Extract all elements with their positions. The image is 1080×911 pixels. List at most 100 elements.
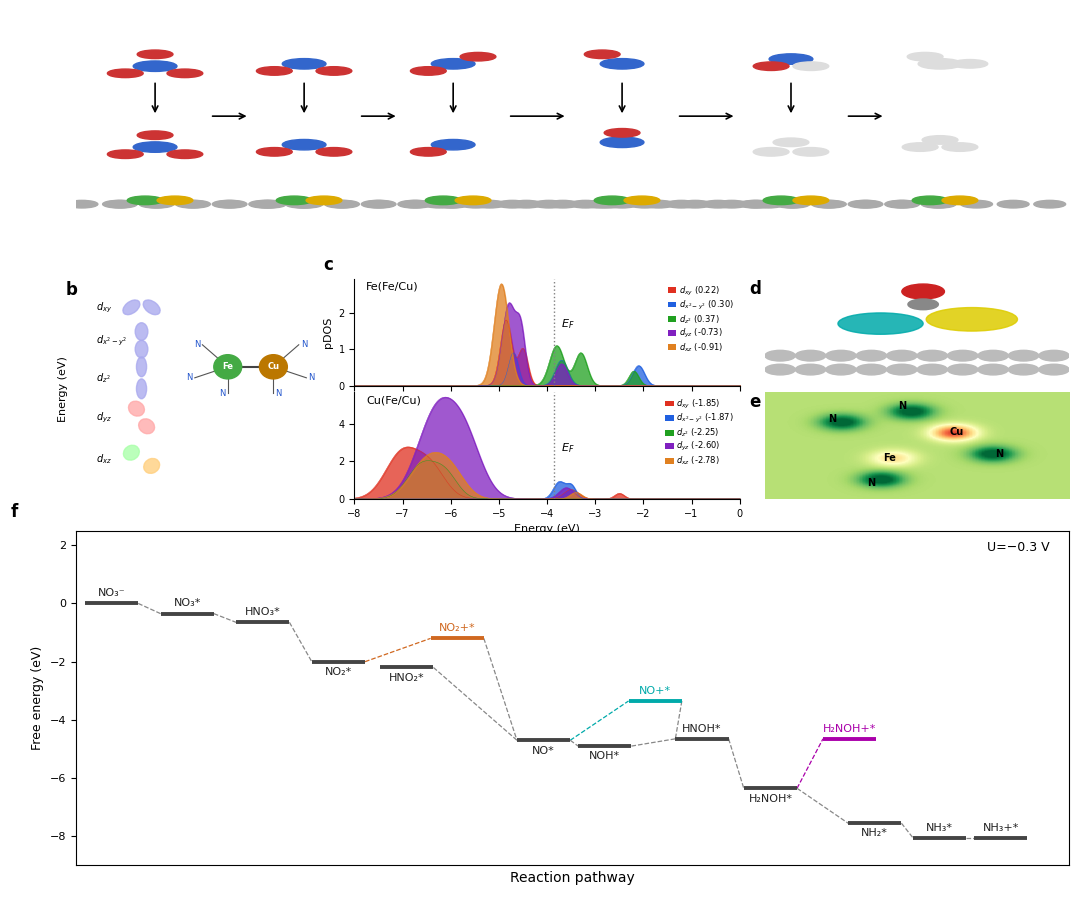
Circle shape: [814, 200, 847, 208]
Circle shape: [584, 50, 620, 58]
Circle shape: [913, 196, 948, 205]
Text: N: N: [897, 401, 906, 411]
Circle shape: [665, 200, 698, 208]
Text: NO₃⁻: NO₃⁻: [98, 589, 125, 599]
Text: NO₂*: NO₂*: [325, 667, 352, 677]
Circle shape: [921, 200, 954, 208]
Text: Fe: Fe: [883, 454, 896, 464]
Circle shape: [851, 200, 882, 208]
Ellipse shape: [123, 445, 139, 460]
Circle shape: [276, 196, 312, 205]
Circle shape: [887, 351, 917, 361]
Text: $d_{xz}$: $d_{xz}$: [96, 453, 112, 466]
Circle shape: [255, 200, 286, 208]
Circle shape: [908, 299, 939, 310]
Circle shape: [624, 196, 660, 205]
Text: N: N: [995, 449, 1003, 459]
Text: $d_{yz}$: $d_{yz}$: [96, 410, 112, 425]
Ellipse shape: [927, 308, 1017, 331]
Circle shape: [765, 364, 795, 375]
Text: Energy (eV): Energy (eV): [58, 356, 68, 422]
Circle shape: [157, 196, 193, 205]
Text: HNO₂*: HNO₂*: [389, 672, 424, 682]
Ellipse shape: [144, 458, 160, 474]
Y-axis label: Free energy (eV): Free energy (eV): [31, 646, 44, 750]
Circle shape: [826, 364, 856, 375]
Circle shape: [765, 351, 795, 361]
Circle shape: [252, 200, 283, 208]
Circle shape: [437, 200, 469, 208]
X-axis label: Energy (eV): Energy (eV): [514, 524, 580, 534]
Ellipse shape: [136, 379, 147, 399]
Text: $E_F$: $E_F$: [562, 317, 575, 331]
Circle shape: [434, 200, 467, 208]
Circle shape: [167, 69, 203, 77]
Text: Fe: Fe: [222, 363, 233, 372]
Circle shape: [793, 196, 828, 205]
Circle shape: [793, 148, 828, 156]
Text: NH₃+*: NH₃+*: [983, 823, 1020, 833]
Circle shape: [922, 136, 958, 144]
Circle shape: [569, 200, 602, 208]
Circle shape: [460, 200, 491, 208]
Circle shape: [460, 53, 496, 61]
Text: $d_{x^2-y^2}$: $d_{x^2-y^2}$: [96, 333, 127, 348]
Circle shape: [679, 200, 711, 208]
Circle shape: [29, 200, 62, 208]
Circle shape: [316, 67, 352, 76]
Circle shape: [604, 128, 640, 137]
Circle shape: [214, 354, 242, 379]
Circle shape: [951, 59, 988, 68]
Circle shape: [410, 67, 446, 76]
Circle shape: [739, 200, 770, 208]
Circle shape: [316, 148, 352, 156]
Text: N: N: [300, 341, 307, 349]
Text: NH₃*: NH₃*: [927, 823, 954, 833]
Circle shape: [431, 139, 475, 150]
Circle shape: [306, 196, 342, 205]
Text: U=−0.3 V: U=−0.3 V: [987, 541, 1050, 554]
Legend: $d_{xy}$ (-1.85), $d_{x^2-y^2}$ (-1.87), $d_{z^2}$ (-2.25), $d_{yz}$ (-2.60), $d: $d_{xy}$ (-1.85), $d_{x^2-y^2}$ (-1.87),…: [664, 396, 735, 469]
Circle shape: [167, 150, 203, 159]
Text: Fe(Fe/Cu): Fe(Fe/Cu): [366, 281, 419, 292]
Circle shape: [741, 200, 773, 208]
Text: NO₃*: NO₃*: [174, 599, 201, 609]
Circle shape: [795, 351, 826, 361]
Circle shape: [887, 364, 917, 375]
Text: N: N: [867, 478, 876, 488]
Circle shape: [753, 148, 789, 156]
Circle shape: [410, 148, 446, 156]
Circle shape: [1070, 200, 1080, 208]
Circle shape: [918, 58, 962, 69]
Circle shape: [176, 200, 207, 208]
Circle shape: [66, 200, 98, 208]
Text: c: c: [324, 256, 334, 274]
Circle shape: [885, 200, 917, 208]
Ellipse shape: [135, 322, 148, 341]
Text: HNOH*: HNOH*: [683, 723, 721, 733]
Circle shape: [907, 53, 943, 61]
Circle shape: [764, 196, 799, 205]
Circle shape: [534, 200, 565, 208]
Circle shape: [423, 200, 455, 208]
Circle shape: [795, 364, 826, 375]
Text: Cu(Fe/Cu): Cu(Fe/Cu): [366, 395, 421, 405]
Circle shape: [426, 196, 461, 205]
Circle shape: [511, 200, 542, 208]
Circle shape: [606, 200, 638, 208]
Circle shape: [325, 200, 356, 208]
Circle shape: [127, 196, 163, 205]
Circle shape: [600, 58, 644, 69]
Circle shape: [139, 200, 171, 208]
Circle shape: [431, 58, 475, 69]
Circle shape: [1039, 351, 1069, 361]
Text: NO*: NO*: [532, 745, 555, 755]
Circle shape: [977, 364, 1009, 375]
Text: N: N: [275, 389, 282, 398]
Circle shape: [977, 351, 1009, 361]
Circle shape: [793, 62, 828, 70]
Ellipse shape: [138, 419, 154, 434]
Legend: $d_{xy}$ (0.22), $d_{x^2-y^2}$ (0.30), $d_{z^2}$ (0.37), $d_{yz}$ (-0.73), $d_{x: $d_{xy}$ (0.22), $d_{x^2-y^2}$ (0.30), $…: [666, 282, 735, 355]
Circle shape: [812, 200, 843, 208]
Circle shape: [248, 200, 281, 208]
